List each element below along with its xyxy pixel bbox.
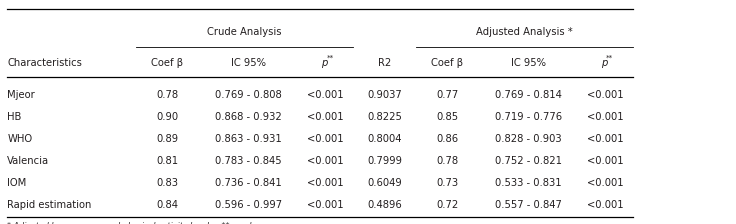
Text: <0.001: <0.001	[308, 156, 344, 166]
Text: p: p	[321, 58, 328, 68]
Text: Crude Analysis: Crude Analysis	[208, 28, 282, 37]
Text: IC 95%: IC 95%	[231, 58, 266, 68]
Text: <0.001: <0.001	[308, 178, 344, 188]
Text: 0.769 - 0.814: 0.769 - 0.814	[495, 90, 562, 100]
Text: <0.001: <0.001	[587, 178, 623, 188]
Text: 0.72: 0.72	[436, 200, 459, 210]
Text: <0.001: <0.001	[308, 200, 344, 210]
Text: R2: R2	[378, 58, 392, 68]
Text: 0.828 - 0.903: 0.828 - 0.903	[495, 134, 562, 144]
Text: 0.89: 0.89	[156, 134, 179, 144]
Text: 0.533 - 0.831: 0.533 - 0.831	[495, 178, 562, 188]
Text: 0.7999: 0.7999	[367, 156, 402, 166]
Text: 0.6049: 0.6049	[367, 178, 402, 188]
Text: p: p	[601, 58, 607, 68]
Text: 0.86: 0.86	[436, 134, 459, 144]
Text: 0.77: 0.77	[436, 90, 459, 100]
Text: 0.78: 0.78	[436, 156, 459, 166]
Text: * Adjusted by: sex, age, and physical activity level     ** p value: * Adjusted by: sex, age, and physical ac…	[7, 222, 262, 224]
Text: 0.90: 0.90	[156, 112, 179, 122]
Text: HB: HB	[7, 112, 22, 122]
Text: <0.001: <0.001	[308, 134, 344, 144]
Text: Valencia: Valencia	[7, 156, 49, 166]
Text: <0.001: <0.001	[587, 134, 623, 144]
Text: 0.83: 0.83	[157, 178, 178, 188]
Text: 0.868 - 0.932: 0.868 - 0.932	[215, 112, 282, 122]
Text: 0.719 - 0.776: 0.719 - 0.776	[495, 112, 562, 122]
Text: IOM: IOM	[7, 178, 26, 188]
Text: <0.001: <0.001	[308, 112, 344, 122]
Text: Adjusted Analysis *: Adjusted Analysis *	[476, 28, 573, 37]
Text: Characteristics: Characteristics	[7, 58, 82, 68]
Text: WHO: WHO	[7, 134, 32, 144]
Text: <0.001: <0.001	[587, 90, 623, 100]
Text: 0.73: 0.73	[436, 178, 459, 188]
Text: 0.85: 0.85	[436, 112, 459, 122]
Text: 0.4896: 0.4896	[367, 200, 402, 210]
Text: IC 95%: IC 95%	[511, 58, 545, 68]
Text: 0.783 - 0.845: 0.783 - 0.845	[215, 156, 282, 166]
Text: Coef β: Coef β	[431, 58, 463, 68]
Text: 0.863 - 0.931: 0.863 - 0.931	[215, 134, 282, 144]
Text: 0.84: 0.84	[157, 200, 178, 210]
Text: <0.001: <0.001	[308, 90, 344, 100]
Text: Mjeor: Mjeor	[7, 90, 35, 100]
Text: 0.557 - 0.847: 0.557 - 0.847	[495, 200, 562, 210]
Text: <0.001: <0.001	[587, 200, 623, 210]
Text: 0.752 - 0.821: 0.752 - 0.821	[495, 156, 562, 166]
Text: 0.81: 0.81	[156, 156, 179, 166]
Text: **: **	[327, 55, 333, 61]
Text: 0.769 - 0.808: 0.769 - 0.808	[215, 90, 282, 100]
Text: 0.596 - 0.997: 0.596 - 0.997	[215, 200, 282, 210]
Text: 0.8004: 0.8004	[367, 134, 402, 144]
Text: **: **	[606, 55, 613, 61]
Text: 0.9037: 0.9037	[367, 90, 402, 100]
Text: Rapid estimation: Rapid estimation	[7, 200, 92, 210]
Text: Coef β: Coef β	[152, 58, 183, 68]
Text: 0.736 - 0.841: 0.736 - 0.841	[215, 178, 282, 188]
Text: <0.001: <0.001	[587, 156, 623, 166]
Text: 0.8225: 0.8225	[367, 112, 402, 122]
Text: 0.78: 0.78	[156, 90, 179, 100]
Text: <0.001: <0.001	[587, 112, 623, 122]
